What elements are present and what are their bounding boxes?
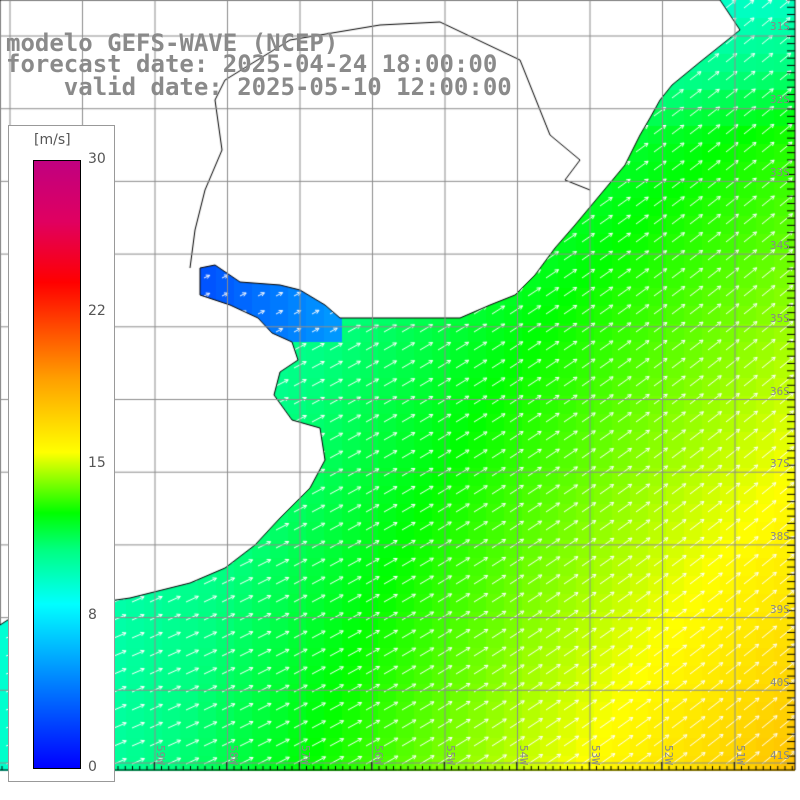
colorbar-tick: 8 xyxy=(88,607,97,623)
longitude-label: 57W xyxy=(299,745,312,765)
latitude-label: 36S xyxy=(770,384,790,398)
latitude-label: 35S xyxy=(770,311,790,325)
latitude-label: 34S xyxy=(770,238,790,252)
colorbar-tick: 0 xyxy=(88,759,97,775)
latitude-label: 33S xyxy=(770,165,790,179)
colorbar-tick: 30 xyxy=(88,151,106,167)
longitude-label: 53W xyxy=(589,745,602,765)
longitude-label: 56W xyxy=(371,745,385,765)
latitude-label: 31S xyxy=(770,20,790,33)
latitude-label: 40S xyxy=(770,676,790,690)
forecast-date: forecast date: 2025-04-24 18:00:00 xyxy=(6,50,498,78)
colorbar-unit: [m/s] xyxy=(34,132,71,148)
colorbar-tick: 22 xyxy=(88,303,106,319)
colorbar xyxy=(33,160,81,769)
latitude-label: 39S xyxy=(770,603,790,617)
latitude-label: 38S xyxy=(770,530,790,544)
longitude-label: 54W xyxy=(516,745,530,765)
latitude-label: 32S xyxy=(770,92,790,106)
valid-date: valid date: 2025-05-10 12:00:00 xyxy=(6,73,512,101)
longitude-label: 58W xyxy=(226,745,240,765)
latitude-label: 37S xyxy=(770,457,790,471)
model-title: modelo GEFS-WAVE (NCEP) xyxy=(6,29,339,57)
longitude-label: 51W xyxy=(734,745,747,765)
longitude-label: 59W xyxy=(154,745,167,765)
latitude-label: 41S xyxy=(770,749,790,762)
longitude-label: 52W xyxy=(661,745,675,765)
colorbar-tick: 15 xyxy=(88,455,106,471)
longitude-label: 55W xyxy=(444,745,457,765)
